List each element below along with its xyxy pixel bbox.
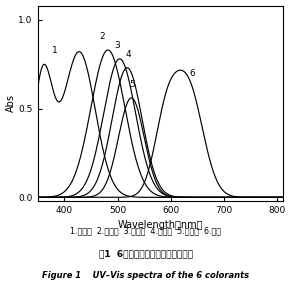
Text: 1.柠櫬黄  2.日落黄  3.诱惑红  4.胭脂红  5.譋菜红  6.亮蓝: 1.柠櫬黄 2.日落黄 3.诱惑红 4.胭脂红 5.譋菜红 6.亮蓝 <box>70 226 222 236</box>
Y-axis label: Abs: Abs <box>6 94 15 112</box>
Text: 4: 4 <box>125 50 131 59</box>
Text: 2: 2 <box>99 32 105 41</box>
Text: 1: 1 <box>52 46 58 55</box>
Text: 图1  6种着色剂的紫外－可见光谱图: 图1 6种着色剂的紫外－可见光谱图 <box>99 249 193 259</box>
Text: 6: 6 <box>189 69 195 78</box>
Text: 3: 3 <box>114 41 120 50</box>
Text: 5: 5 <box>130 80 135 89</box>
X-axis label: Wavelength（nm）: Wavelength（nm） <box>117 220 203 230</box>
Text: Figure 1    UV–Vis spectra of the 6 colorants: Figure 1 UV–Vis spectra of the 6 coloran… <box>42 271 250 280</box>
